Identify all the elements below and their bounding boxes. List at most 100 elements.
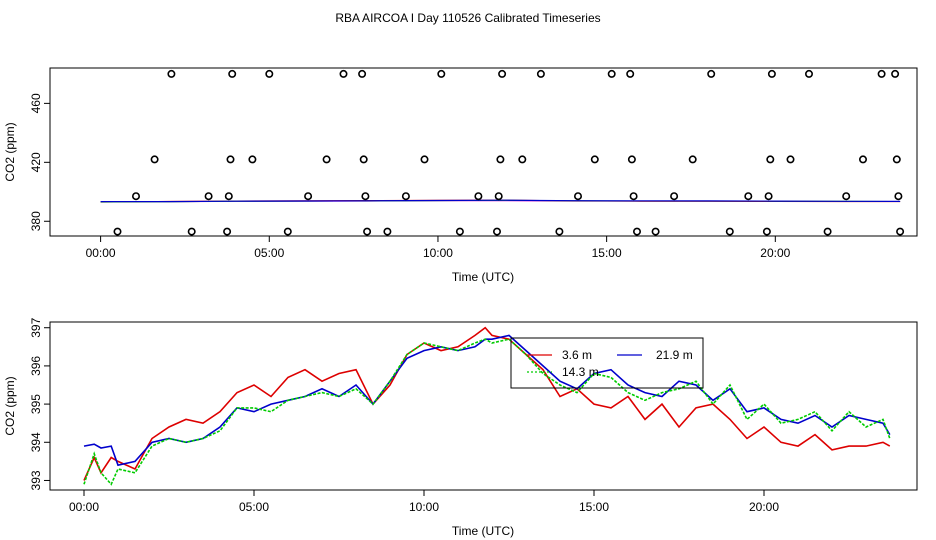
- standard-point: [223, 227, 232, 236]
- bottom-y-axis: 393 394 395 396 397: [29, 317, 50, 490]
- standard-point: [361, 192, 370, 201]
- standard-point: [150, 155, 159, 164]
- top-x-tick-label: 15:00: [592, 246, 622, 260]
- standard-point: [492, 227, 501, 236]
- standard-point: [322, 155, 331, 164]
- standard-point: [536, 69, 545, 78]
- standard-point: [132, 192, 141, 201]
- bottom-y-tick-label: 396: [29, 356, 43, 376]
- standard-point: [688, 155, 697, 164]
- standard-point: [187, 227, 196, 236]
- standard-point: [204, 192, 213, 201]
- series-line-3-6-m: [83, 326, 891, 481]
- standard-point: [494, 192, 503, 201]
- bottom-x-tick-label: 05:00: [239, 500, 269, 514]
- standard-point: [359, 155, 368, 164]
- top-x-tick-label: 00:00: [86, 246, 116, 260]
- bottom-panel: 00:00 05:00 10:00 15:00 20:00 39339439539639…: [3, 317, 918, 538]
- standard-point: [437, 69, 446, 78]
- standard-point: [283, 227, 292, 236]
- standard-point: [420, 155, 429, 164]
- standard-point: [823, 227, 832, 236]
- standard-point: [555, 227, 564, 236]
- standard-point: [590, 155, 599, 164]
- top-y-axis: 380 420 460: [29, 93, 50, 231]
- bottom-x-tick-label: 15:00: [579, 500, 609, 514]
- standard-point: [632, 227, 641, 236]
- standard-point: [474, 192, 483, 201]
- top-y-axis-label: CO2 (ppm): [3, 122, 17, 181]
- standard-point: [744, 192, 753, 201]
- standard-point: [707, 69, 716, 78]
- standard-point: [626, 69, 635, 78]
- legend: 3.6 m 21.9 m 14.3 m: [510, 337, 704, 389]
- bottom-y-axis-label: CO2 (ppm): [3, 376, 17, 435]
- standard-point: [766, 155, 775, 164]
- standard-point: [358, 69, 367, 78]
- top-y-tick-label: 380: [29, 211, 43, 231]
- standard-point: [401, 192, 410, 201]
- legend-label-3-6m: 3.6 m: [562, 348, 592, 362]
- bottom-x-tick-label: 00:00: [69, 500, 99, 514]
- standard-point: [767, 69, 776, 78]
- bottom-y-tick-label: 397: [29, 317, 43, 337]
- standard-point: [304, 192, 313, 201]
- standard-point: [339, 69, 348, 78]
- top-y-tick-label: 460: [29, 93, 43, 113]
- standard-point: [455, 227, 464, 236]
- standard-point: [573, 192, 582, 201]
- legend-label-14-3m: 14.3 m: [562, 365, 599, 379]
- standard-point: [518, 155, 527, 164]
- standard-point: [764, 192, 773, 201]
- bottom-y-tick-label: 395: [29, 394, 43, 414]
- top-x-axis: 00:00 05:00 10:00 15:00 20:00: [86, 236, 791, 260]
- top-x-tick-label: 10:00: [423, 246, 453, 260]
- standard-point: [226, 155, 235, 164]
- bottom-x-axis-label: Time (UTC): [452, 524, 514, 538]
- standard-point: [498, 69, 507, 78]
- standard-point: [224, 192, 233, 201]
- standard-point: [670, 192, 679, 201]
- standard-point: [896, 227, 905, 236]
- standard-point: [858, 155, 867, 164]
- bottom-x-axis: 00:00 05:00 10:00 15:00 20:00: [69, 490, 779, 514]
- bottom-x-tick-label: 10:00: [409, 500, 439, 514]
- top-panel: 00:00 05:00 10:00 15:00 20:00 380 420 460 Time…: [3, 67, 918, 284]
- standard-point: [627, 155, 636, 164]
- standard-point: [167, 69, 176, 78]
- series-line-14-3-m: [83, 338, 891, 486]
- standard-point: [383, 227, 392, 236]
- bottom-y-tick-label: 394: [29, 432, 43, 452]
- standard-point: [651, 227, 660, 236]
- top-y-tick-label: 420: [29, 152, 43, 172]
- top-x-axis-label: Time (UTC): [452, 270, 514, 284]
- bottom-series: [83, 326, 891, 486]
- standard-point: [877, 69, 886, 78]
- standard-point: [363, 227, 372, 236]
- top-x-tick-label: 05:00: [254, 246, 284, 260]
- top-x-tick-label: 20:00: [760, 246, 790, 260]
- standard-point: [113, 227, 122, 236]
- top-line-blue: [100, 199, 901, 203]
- standard-point: [629, 192, 638, 201]
- standard-point: [892, 155, 901, 164]
- standard-point: [265, 69, 274, 78]
- standard-point: [894, 192, 903, 201]
- top-reference-lines: [100, 199, 901, 203]
- bottom-y-tick-label: 393: [29, 470, 43, 490]
- legend-label-21-9m: 21.9 m: [656, 348, 693, 362]
- standard-point: [496, 155, 505, 164]
- standard-point: [804, 69, 813, 78]
- bottom-plot-frame: [49, 321, 918, 491]
- bottom-x-tick-label: 20:00: [749, 500, 779, 514]
- standard-point: [607, 69, 616, 78]
- standard-point: [842, 192, 851, 201]
- standard-point: [891, 69, 900, 78]
- top-plot-frame: [49, 67, 918, 237]
- standard-point: [762, 227, 771, 236]
- top-standard-points: [113, 69, 905, 236]
- standard-point: [786, 155, 795, 164]
- legend-box: [510, 337, 704, 389]
- series-line-21-9-m: [83, 334, 891, 467]
